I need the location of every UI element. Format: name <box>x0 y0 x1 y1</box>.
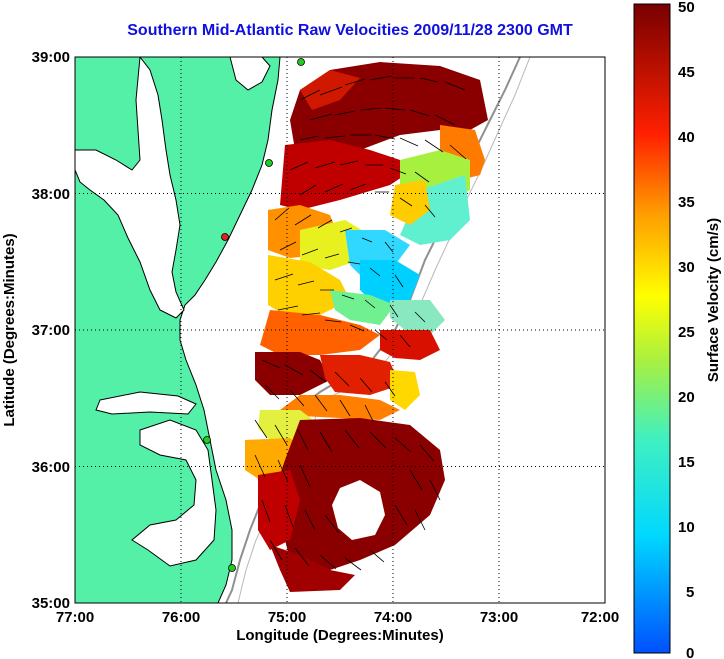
y-axis: 39:00 38:00 37:00 36:00 35:00 Latitude (… <box>1 49 70 612</box>
delaware-bay <box>229 57 271 91</box>
grid-lines <box>75 57 605 603</box>
colorbar-label: Surface Velocity (cm/s) <box>705 218 722 382</box>
pamlico-sound <box>131 419 217 567</box>
velocity-field <box>245 62 488 592</box>
x-axis-label: Longitude (Degrees:Minutes) <box>236 627 444 644</box>
y-tick-label: 37:00 <box>32 322 70 339</box>
x-tick-label: 73:00 <box>480 609 518 626</box>
colorbar-tick: 5 <box>686 584 694 601</box>
x-tick-label: 72:00 <box>581 609 619 626</box>
y-tick-label: 38:00 <box>32 186 70 203</box>
chesapeake-bay <box>75 57 185 319</box>
colorbar: 50 45 40 35 30 25 20 15 10 5 0 Surface V… <box>633 0 722 659</box>
station-1 <box>297 58 305 66</box>
x-tick-label: 76:00 <box>162 609 200 626</box>
station-3 <box>221 233 229 241</box>
station-4 <box>203 436 211 444</box>
colorbar-tick: 45 <box>678 64 695 81</box>
plot-frame <box>74 56 606 604</box>
y-tick-label: 39:00 <box>32 49 70 66</box>
y-axis-label: Latitude (Degrees:Minutes) <box>1 233 18 426</box>
colorbar-tick: 40 <box>678 129 695 146</box>
colorbar-tick: 50 <box>678 0 695 16</box>
station-5 <box>228 564 236 572</box>
station-2 <box>265 159 273 167</box>
x-axis: 77:00 76:00 75:00 74:00 73:00 72:00 Long… <box>56 609 619 644</box>
y-tick-label: 35:00 <box>32 595 70 612</box>
x-tick-label: 77:00 <box>56 609 94 626</box>
y-tick-label: 36:00 <box>32 459 70 476</box>
albemarle-sound <box>95 391 197 415</box>
velocity-vectors <box>254 75 467 571</box>
colorbar-tick: 30 <box>678 259 695 276</box>
colorbar-tick: 10 <box>678 519 695 536</box>
colorbar-tick: 20 <box>678 389 695 406</box>
map-title: Southern Mid-Atlantic Raw Velocities 200… <box>127 22 573 39</box>
radar-stations <box>203 58 305 572</box>
x-tick-label: 75:00 <box>268 609 306 626</box>
colorbar-tick: 0 <box>686 645 694 659</box>
colorbar-tick: 25 <box>678 324 695 341</box>
colorbar-tick: 35 <box>678 194 695 211</box>
x-tick-label: 74:00 <box>374 609 412 626</box>
colorbar-tick: 15 <box>678 454 695 471</box>
